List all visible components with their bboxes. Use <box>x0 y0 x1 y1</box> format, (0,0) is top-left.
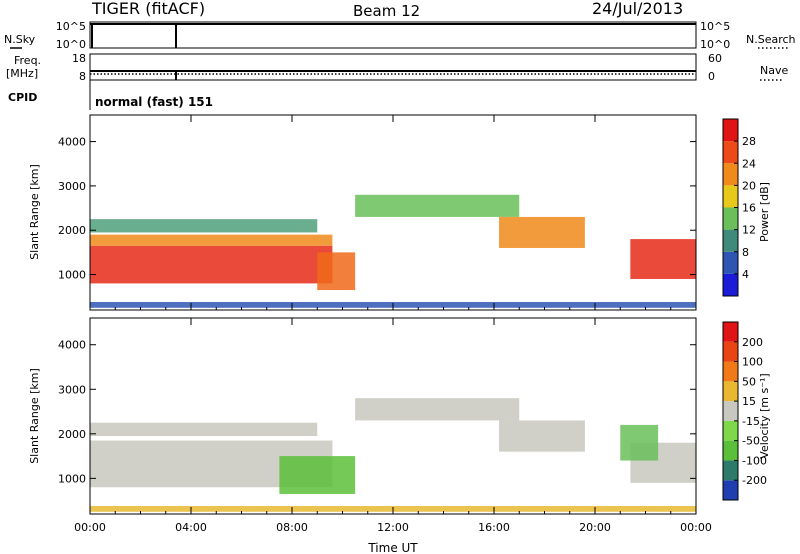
x-tick-label: 00:00 <box>74 521 106 534</box>
nsky-label: N.Sky <box>4 33 36 46</box>
freq-label: Freq. <box>14 54 41 67</box>
colorbar-swatch <box>723 251 738 274</box>
echo-band <box>90 219 318 233</box>
freq-right-tick-top: 60 <box>708 52 722 65</box>
echo-band <box>90 234 333 246</box>
velocity-y-axis: 1000 2000 3000 4000 <box>58 339 696 485</box>
nsky-left-tick-top: 10^5 <box>56 20 86 33</box>
x-tick-label: 00:00 <box>680 521 712 534</box>
colorbar-swatch <box>723 401 738 421</box>
freq-panel: Freq. [MHz] 18 8 60 0 Nave <box>6 52 788 83</box>
colorbar-swatch <box>723 119 738 142</box>
cpid-mode: normal (fast) 151 <box>95 95 213 109</box>
colorbar-frame <box>722 321 739 501</box>
x-tick-label: 08:00 <box>276 521 308 534</box>
power-colorbar: 4 8 12 16 20 24 28 <box>722 118 756 297</box>
colorbar-swatch <box>723 322 738 342</box>
x-tick-label: 12:00 <box>377 521 409 534</box>
echo-band <box>279 456 356 494</box>
echo-band <box>499 420 585 452</box>
colorbar-tick-label: -50 <box>742 435 760 448</box>
power-y-axis: 1000 2000 3000 4000 <box>58 136 696 282</box>
colorbar-swatch <box>723 440 738 461</box>
freq-unit: [MHz] <box>6 67 38 80</box>
colorbar-tick-label: 100 <box>742 356 763 369</box>
velocity-x-axis: 00:00 04:00 08:00 12:00 16:00 20:00 00:00 <box>74 318 712 534</box>
power-colorbar-label: Power [dB] <box>758 182 771 242</box>
colorbar-swatch <box>723 273 738 296</box>
colorbar-tick-label: 15 <box>742 395 756 408</box>
y-tick-label: 3000 <box>58 383 86 396</box>
y-tick-label: 3000 <box>58 180 86 193</box>
colorbar-tick-label: 16 <box>742 202 756 215</box>
colorbar-swatch <box>723 185 738 208</box>
colorbar-tick-label: -200 <box>742 474 767 487</box>
y-tick-label: 4000 <box>58 136 86 149</box>
echo-band <box>355 398 520 421</box>
colorbar-swatch <box>723 207 738 230</box>
velocity-colorbar-label: Velocity [m s⁻¹] <box>758 373 771 458</box>
colorbar-tick-label: 12 <box>742 224 756 237</box>
x-tick-label: 16:00 <box>478 521 510 534</box>
velocity-panel: 1000 2000 3000 4000 00:00 04:00 08:00 12:00 16:… <box>28 317 771 534</box>
date-title: 24/Jul/2013 <box>592 0 683 18</box>
velocity-y-label: Slant Range [km] <box>28 368 41 464</box>
colorbar-swatch <box>723 141 738 164</box>
y-tick-label: 1000 <box>58 269 86 282</box>
colorbar-tick-label: 8 <box>742 246 749 259</box>
station-title: TIGER (fitACF) <box>91 0 205 18</box>
beam-title: Beam 12 <box>353 2 420 20</box>
velocity-data-layer <box>90 398 696 512</box>
colorbar-tick-label: 4 <box>742 268 749 281</box>
colorbar-tick-label: -100 <box>742 454 767 467</box>
x-axis-label: Time UT <box>367 541 418 554</box>
y-tick-label: 2000 <box>58 428 86 441</box>
nsky-panel: N.Sky 10^5 10^0 10^5 10^0 N.Search <box>4 20 796 51</box>
x-tick-label: 04:00 <box>175 521 207 534</box>
echo-band <box>90 245 333 284</box>
colorbar-tick-label: 200 <box>742 336 763 349</box>
colorbar-tick-label: 24 <box>742 157 756 170</box>
colorbar-swatch <box>723 229 738 252</box>
x-tick-label: 20:00 <box>579 521 611 534</box>
y-tick-label: 2000 <box>58 224 86 237</box>
y-tick-label: 4000 <box>58 339 86 352</box>
echo-band <box>355 194 520 217</box>
nsearch-label: N.Search <box>746 33 796 46</box>
colorbar-swatch <box>723 480 738 500</box>
nave-label: Nave <box>760 64 788 77</box>
colorbar-tick-label: -15 <box>742 415 760 428</box>
colorbar-swatch <box>723 163 738 186</box>
colorbar-swatch <box>723 361 738 382</box>
power-data-layer <box>90 194 696 308</box>
velocity-colorbar: 200 100 50 15 -15 -50 -100 -200 <box>722 321 767 501</box>
freq-left-tick-top: 18 <box>72 52 86 65</box>
colorbar-tick-label: 20 <box>742 179 756 192</box>
echo-band <box>317 252 356 291</box>
power-x-ticks <box>89 115 697 310</box>
power-panel: 1000 2000 3000 4000 Slant Range [km] 4 8 12 16… <box>28 114 771 311</box>
colorbar-swatch <box>723 460 738 481</box>
colorbar-swatch <box>723 420 738 441</box>
echo-band <box>499 216 585 248</box>
colorbar-tick-label: 28 <box>742 135 756 148</box>
nsky-left-tick-bottom: 10^0 <box>56 38 86 51</box>
nsky-right-tick-bottom: 10^0 <box>700 38 730 51</box>
freq-right-tick-bottom: 0 <box>708 70 715 83</box>
cpid-label: CPID <box>8 91 37 104</box>
y-tick-label: 1000 <box>58 472 86 485</box>
freq-left-tick-bottom: 8 <box>79 70 86 83</box>
echo-band <box>620 424 659 461</box>
colorbar-swatch <box>723 381 738 402</box>
echo-band <box>630 239 696 279</box>
nsky-right-tick-top: 10^5 <box>700 20 730 33</box>
echo-band <box>90 422 318 437</box>
cpid-panel: CPID normal (fast) 151 <box>8 80 213 110</box>
colorbar-swatch <box>723 341 738 362</box>
power-y-label: Slant Range [km] <box>28 164 41 260</box>
colorbar-tick-label: 50 <box>742 375 756 388</box>
